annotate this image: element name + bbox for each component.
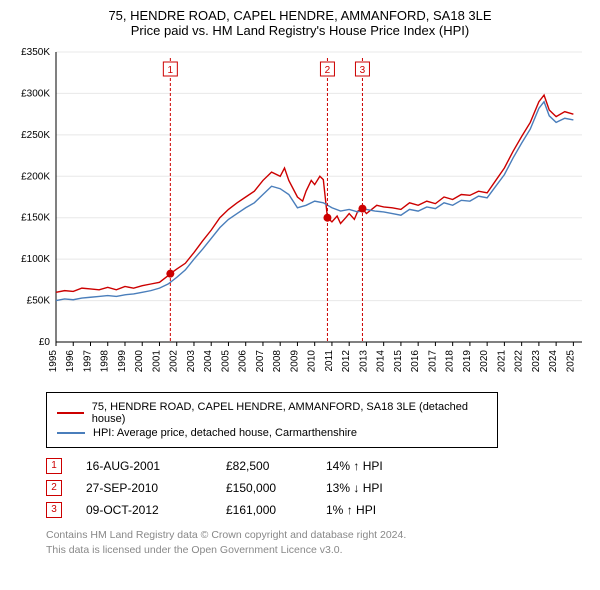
svg-text:2006: 2006 xyxy=(238,350,249,373)
svg-text:2018: 2018 xyxy=(445,350,456,373)
svg-text:2009: 2009 xyxy=(289,350,300,373)
sale-events-table: 1 16-AUG-2001£82,50014% ↑ HPI 2 27-SEP-2010… xyxy=(46,458,546,518)
svg-text:1995: 1995 xyxy=(48,350,59,373)
svg-text:2003: 2003 xyxy=(186,350,197,373)
svg-text:£350K: £350K xyxy=(21,47,50,58)
svg-text:2015: 2015 xyxy=(393,350,404,373)
legend-swatch xyxy=(57,412,84,414)
svg-text:£50K: £50K xyxy=(27,296,51,307)
svg-text:2022: 2022 xyxy=(514,350,525,373)
sale-event-row: 2 27-SEP-2010£150,00013% ↓ HPI xyxy=(46,480,546,496)
svg-text:£250K: £250K xyxy=(21,130,50,141)
svg-text:£100K: £100K xyxy=(21,254,50,265)
legend-label: HPI: Average price, detached house, Carm… xyxy=(93,427,357,439)
svg-text:2024: 2024 xyxy=(548,350,559,373)
svg-text:1998: 1998 xyxy=(100,350,111,373)
svg-text:£0: £0 xyxy=(39,337,51,348)
legend-swatch xyxy=(57,432,85,434)
svg-text:2012: 2012 xyxy=(341,350,352,373)
event-pct: 14% ↑ HPI xyxy=(326,459,446,473)
svg-text:1996: 1996 xyxy=(65,350,76,373)
title-line1: 75, HENDRE ROAD, CAPEL HENDRE, AMMANFORD… xyxy=(8,8,592,23)
svg-text:£300K: £300K xyxy=(21,88,50,99)
svg-text:2010: 2010 xyxy=(307,350,318,373)
svg-text:2020: 2020 xyxy=(479,350,490,373)
svg-text:2008: 2008 xyxy=(272,350,283,373)
svg-text:2023: 2023 xyxy=(531,350,542,373)
svg-text:2007: 2007 xyxy=(255,350,266,373)
event-pct: 1% ↑ HPI xyxy=(326,503,446,517)
svg-text:2: 2 xyxy=(325,65,331,76)
svg-text:2014: 2014 xyxy=(376,350,387,373)
event-price: £82,500 xyxy=(226,459,326,473)
svg-text:2019: 2019 xyxy=(462,350,473,373)
svg-text:£150K: £150K xyxy=(21,213,50,224)
svg-text:2011: 2011 xyxy=(324,350,335,372)
line-chart: £0 £50K £100K £150K £200K £250K £300K £350K 1995… xyxy=(8,44,592,384)
footnote: Contains HM Land Registry data © Crown c… xyxy=(46,528,592,557)
event-marker: 1 xyxy=(46,458,62,474)
event-price: £150,000 xyxy=(226,481,326,495)
svg-text:3: 3 xyxy=(360,65,366,76)
svg-text:2016: 2016 xyxy=(410,350,421,373)
svg-text:2025: 2025 xyxy=(565,350,576,373)
event-date: 27-SEP-2010 xyxy=(86,481,226,495)
sale-event-row: 3 09-OCT-2012£161,0001% ↑ HPI xyxy=(46,502,546,518)
event-pct: 13% ↓ HPI xyxy=(326,481,446,495)
svg-text:1997: 1997 xyxy=(82,350,93,373)
svg-text:2000: 2000 xyxy=(134,350,145,373)
svg-text:2005: 2005 xyxy=(220,350,231,373)
event-marker: 3 xyxy=(46,502,62,518)
svg-text:2013: 2013 xyxy=(358,350,369,373)
svg-text:1: 1 xyxy=(168,65,174,76)
event-marker: 2 xyxy=(46,480,62,496)
legend: 75, HENDRE ROAD, CAPEL HENDRE, AMMANFORD… xyxy=(46,392,498,448)
chart-title: 75, HENDRE ROAD, CAPEL HENDRE, AMMANFORD… xyxy=(8,8,592,38)
svg-text:2004: 2004 xyxy=(203,350,214,373)
event-price: £161,000 xyxy=(226,503,326,517)
legend-item: HPI: Average price, detached house, Carm… xyxy=(57,427,487,439)
event-date: 16-AUG-2001 xyxy=(86,459,226,473)
svg-text:2002: 2002 xyxy=(169,350,180,373)
sale-event-row: 1 16-AUG-2001£82,50014% ↑ HPI xyxy=(46,458,546,474)
chart-area: £0 £50K £100K £150K £200K £250K £300K £350K 1995… xyxy=(8,44,592,384)
legend-item: 75, HENDRE ROAD, CAPEL HENDRE, AMMANFORD… xyxy=(57,401,487,425)
title-line2: Price paid vs. HM Land Registry's House … xyxy=(8,23,592,38)
svg-text:2021: 2021 xyxy=(496,350,507,373)
legend-label: 75, HENDRE ROAD, CAPEL HENDRE, AMMANFORD… xyxy=(92,401,487,425)
event-date: 09-OCT-2012 xyxy=(86,503,226,517)
svg-text:1999: 1999 xyxy=(117,350,128,373)
svg-text:2017: 2017 xyxy=(427,350,438,373)
footnote-line2: This data is licensed under the Open Gov… xyxy=(46,543,592,558)
svg-text:£200K: £200K xyxy=(21,171,50,182)
footnote-line1: Contains HM Land Registry data © Crown c… xyxy=(46,528,592,543)
svg-text:2001: 2001 xyxy=(151,350,162,373)
